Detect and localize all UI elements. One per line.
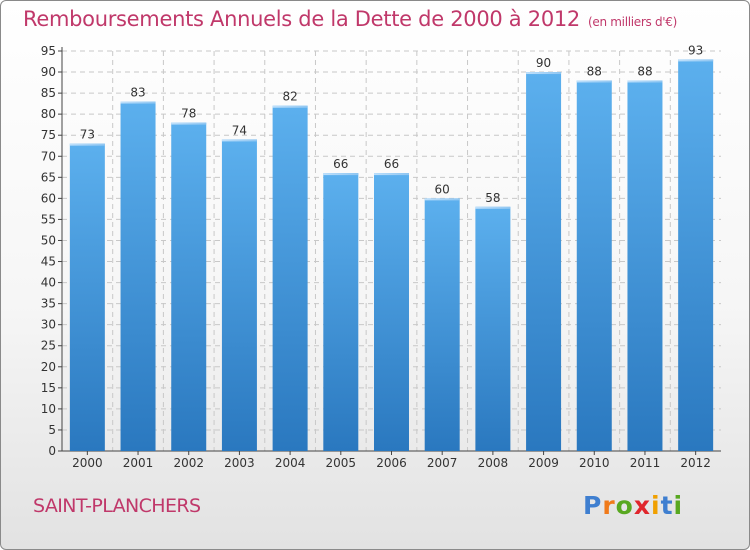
x-tick-label: 2002 xyxy=(173,456,204,470)
y-tick-label: 25 xyxy=(41,339,56,353)
bar xyxy=(69,143,105,451)
data-label: 66 xyxy=(333,157,348,171)
bar-highlight xyxy=(424,198,460,201)
y-tick-label: 5 xyxy=(48,423,56,437)
bar xyxy=(424,198,460,451)
x-tick-label: 2003 xyxy=(224,456,255,470)
bar xyxy=(475,206,511,451)
x-tick-label: 2000 xyxy=(72,456,103,470)
y-tick-label: 20 xyxy=(41,360,56,374)
bar-highlight xyxy=(678,59,714,62)
labels: 0 5 10 15 20 25 30 35 40 45 50 55 60 65 70 75 80 85 90 95 73… xyxy=(41,43,711,470)
data-label: 78 xyxy=(181,107,196,121)
bar-highlight xyxy=(171,122,207,125)
x-tick-label: 2010 xyxy=(579,456,610,470)
bar xyxy=(272,105,308,451)
chart-title-text: Remboursements Annuels de la Dette de 20… xyxy=(23,7,580,31)
logo-letter: i xyxy=(651,491,661,520)
y-tick-label: 55 xyxy=(41,212,56,226)
data-label: 83 xyxy=(130,86,145,100)
x-tick-label: 2004 xyxy=(275,456,306,470)
data-label: 88 xyxy=(587,64,602,78)
data-label: 66 xyxy=(384,157,399,171)
y-tick-label: 45 xyxy=(41,255,56,269)
bar-highlight xyxy=(221,139,257,142)
y-tick-label: 15 xyxy=(41,381,56,395)
data-label: 88 xyxy=(637,64,652,78)
y-tick-label: 0 xyxy=(48,444,56,458)
bars xyxy=(69,59,714,452)
y-tick-label: 95 xyxy=(41,44,56,58)
y-tick-label: 60 xyxy=(41,191,56,205)
commune-name: SAINT-PLANCHERS xyxy=(33,495,201,517)
bar-highlight xyxy=(120,101,156,104)
data-label: 60 xyxy=(435,182,450,196)
x-tick-label: 2012 xyxy=(680,456,711,470)
data-label: 93 xyxy=(688,43,703,57)
logo-letter: P xyxy=(583,491,603,520)
y-tick-label: 40 xyxy=(41,276,56,290)
data-label: 90 xyxy=(536,56,551,70)
bar-highlight xyxy=(526,72,562,75)
logo-letter: r xyxy=(602,491,616,520)
bar xyxy=(576,80,612,451)
bar-highlight xyxy=(272,105,308,108)
y-tick-label: 35 xyxy=(41,297,56,311)
bar-highlight xyxy=(475,206,511,209)
logo-letter: i xyxy=(673,491,684,520)
chart-title: Remboursements Annuels de la Dette de 20… xyxy=(23,7,677,31)
data-label: 58 xyxy=(485,191,500,205)
bar-highlight xyxy=(323,173,359,176)
logo-letter: x xyxy=(633,491,651,520)
bar-highlight xyxy=(374,173,409,176)
y-tick-label: 65 xyxy=(41,170,56,184)
proxiti-logo: Proxiti xyxy=(583,491,683,520)
y-tick-label: 50 xyxy=(41,233,56,247)
data-label: 73 xyxy=(80,128,95,142)
data-label: 74 xyxy=(232,123,247,137)
x-tick-label: 2011 xyxy=(630,456,661,470)
bar-highlight xyxy=(69,143,105,146)
y-tick-label: 75 xyxy=(41,128,56,142)
x-tick-label: 2006 xyxy=(376,456,407,470)
chart-unit: (en milliers d'€) xyxy=(588,15,678,29)
y-tick-label: 70 xyxy=(41,149,56,163)
y-tick-label: 80 xyxy=(41,107,56,121)
bar xyxy=(678,59,714,451)
logo-letter: t xyxy=(660,491,674,520)
y-tick-label: 10 xyxy=(41,402,56,416)
logo-letter: o xyxy=(615,491,634,520)
x-tick-label: 2005 xyxy=(326,456,357,470)
bar xyxy=(171,122,207,451)
bar xyxy=(221,139,257,451)
bar xyxy=(323,173,359,451)
bar xyxy=(374,173,409,451)
bar xyxy=(526,72,562,451)
x-tick-label: 2009 xyxy=(528,456,559,470)
bar-highlight xyxy=(576,80,612,83)
y-tick-label: 30 xyxy=(41,318,56,332)
x-tick-label: 2001 xyxy=(123,456,154,470)
bar xyxy=(627,80,663,451)
y-tick-label: 85 xyxy=(41,86,56,100)
x-tick-label: 2008 xyxy=(478,456,509,470)
x-tick-label: 2007 xyxy=(427,456,458,470)
bar xyxy=(120,101,156,452)
y-tick-label: 90 xyxy=(41,65,56,79)
data-label: 82 xyxy=(282,90,297,104)
bar-highlight xyxy=(627,80,663,83)
